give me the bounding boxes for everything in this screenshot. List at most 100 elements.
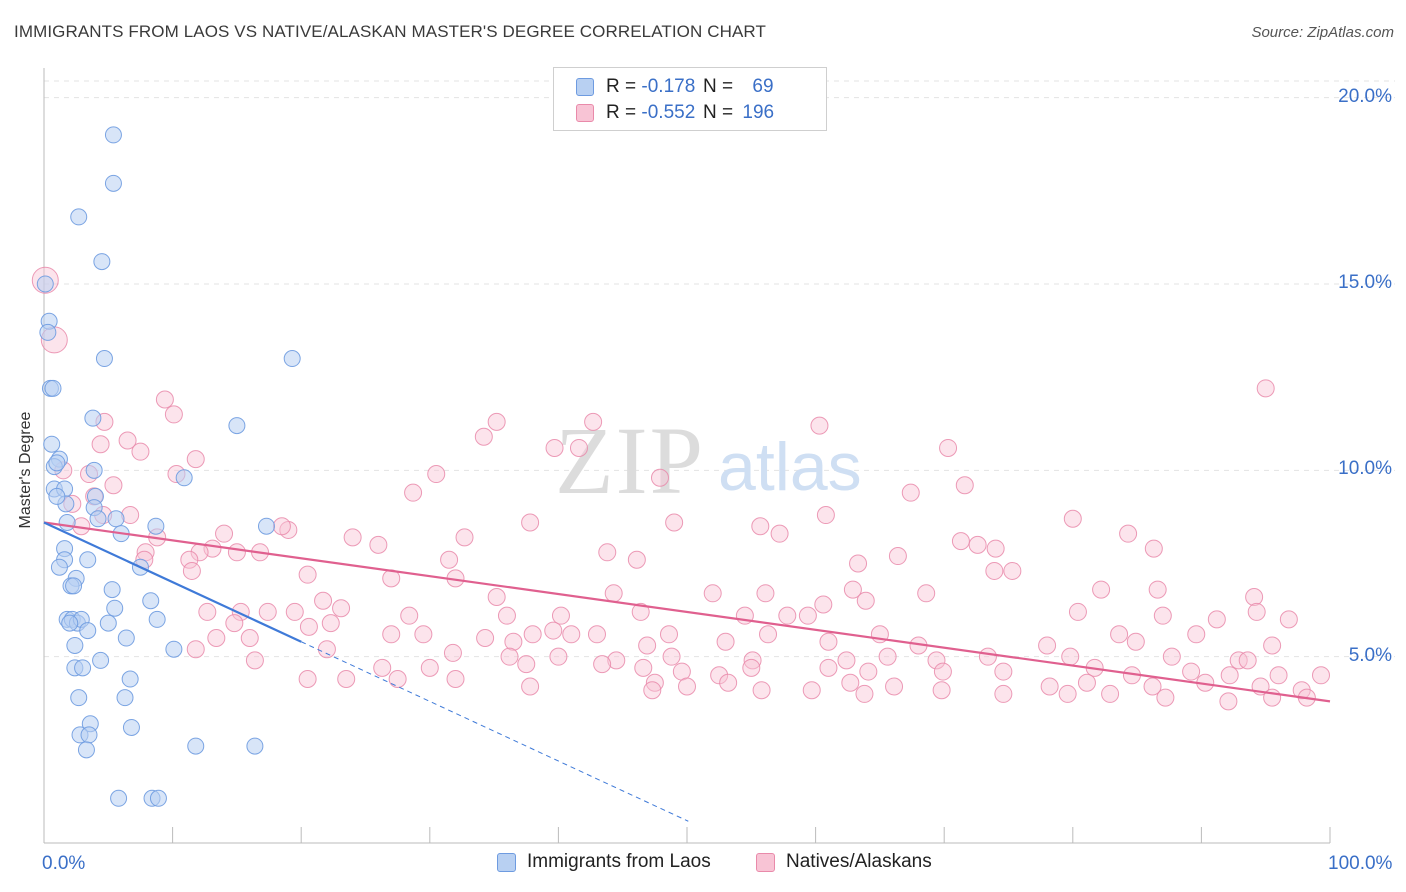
natives-point [1207,610,1226,629]
natives-point [1153,606,1172,625]
natives-point [1101,684,1120,703]
natives-point [742,658,761,677]
laos-points [36,126,301,807]
natives-point [810,416,829,435]
laos-point [246,737,264,755]
natives-point [487,412,506,431]
y-tick-label-0: 5.0% [1348,644,1392,666]
laos-point [85,461,103,479]
laos-point [65,577,83,595]
natives-point [933,662,952,681]
natives-point [1058,684,1077,703]
natives-point [719,673,738,692]
natives-point [298,565,317,584]
legend-n-laos: N = 69 [703,76,774,97]
natives-point [1040,677,1059,696]
natives-point [1182,662,1201,681]
natives-points [31,266,1330,711]
natives-point [207,629,226,648]
laos-point [79,551,97,569]
laos-point [99,614,117,632]
natives-point [285,602,304,621]
laos-point [44,379,62,397]
natives-point [951,532,970,551]
laos-point [66,636,84,654]
natives-point [917,584,936,603]
trend-lines [43,521,1331,822]
natives-trend-line [43,521,1331,703]
laos-point [104,126,122,144]
natives-point [662,647,681,666]
laos-point [58,513,76,531]
natives-point [186,450,205,469]
laos-point [89,510,107,528]
laos-point [110,789,128,807]
natives-point [299,617,318,636]
series-legend-natives: Natives/Alaskans [756,851,932,873]
natives-point [414,625,433,644]
natives-point [180,550,199,569]
natives-point [607,651,626,670]
natives-point [321,614,340,633]
natives-point [802,681,821,700]
x-tick-label-100: 100.0% [1328,853,1393,874]
natives-point [1245,588,1264,607]
natives-point [819,632,838,651]
watermark-atlas: atlas [718,429,862,505]
source-credit: Source: ZipAtlas.com [1251,24,1394,41]
natives-point [665,513,684,532]
legend-swatch-pink [576,104,594,122]
y-tick-label-3: 20.0% [1338,85,1392,107]
natives-point [562,625,581,644]
gridlines [44,80,1395,658]
natives-point [427,465,446,484]
natives-point [443,643,462,662]
natives-point [1063,509,1082,528]
natives-point [404,483,423,502]
natives-point [373,658,392,677]
laos-point [92,651,110,669]
natives-point [843,580,862,599]
natives-point [1219,692,1238,711]
natives-point [643,681,662,700]
series-swatch-pink [756,852,775,872]
series-legend-laos: Immigrants from Laos [497,851,711,873]
natives-point [587,625,606,644]
natives-point [932,681,951,700]
natives-point [500,647,519,666]
natives-point [258,602,277,621]
laos-point [70,208,88,226]
legend-swatch-blue [576,78,594,96]
laos-point [106,599,124,617]
natives-point [182,561,201,580]
natives-point [1143,677,1162,696]
natives-point [1311,666,1330,685]
natives-point [927,651,946,670]
series-legend: Immigrants from Laos Natives/Alaskans [0,851,1406,879]
laos-point [39,323,57,341]
natives-point [634,658,653,677]
natives-point [1247,602,1266,621]
natives-point [504,632,523,651]
natives-point [593,655,612,674]
laos-trend-extension [300,641,689,822]
laos-point [116,689,134,707]
laos-point [148,610,166,628]
natives-point [1279,610,1298,629]
natives-point [859,662,878,681]
natives-point [549,647,568,666]
series-label-natives: Natives/Alaskans [786,851,932,872]
natives-point [551,606,570,625]
laos-point [147,517,165,535]
natives-point [770,524,789,543]
natives-point [388,670,407,689]
natives-point [1229,651,1248,670]
y-tick-label-1: 10.0% [1338,458,1392,480]
laos-point [48,487,66,505]
natives-point [855,684,874,703]
natives-point [1061,647,1080,666]
laos-point [257,517,275,535]
laos-point [50,558,68,576]
natives-point [521,677,540,696]
